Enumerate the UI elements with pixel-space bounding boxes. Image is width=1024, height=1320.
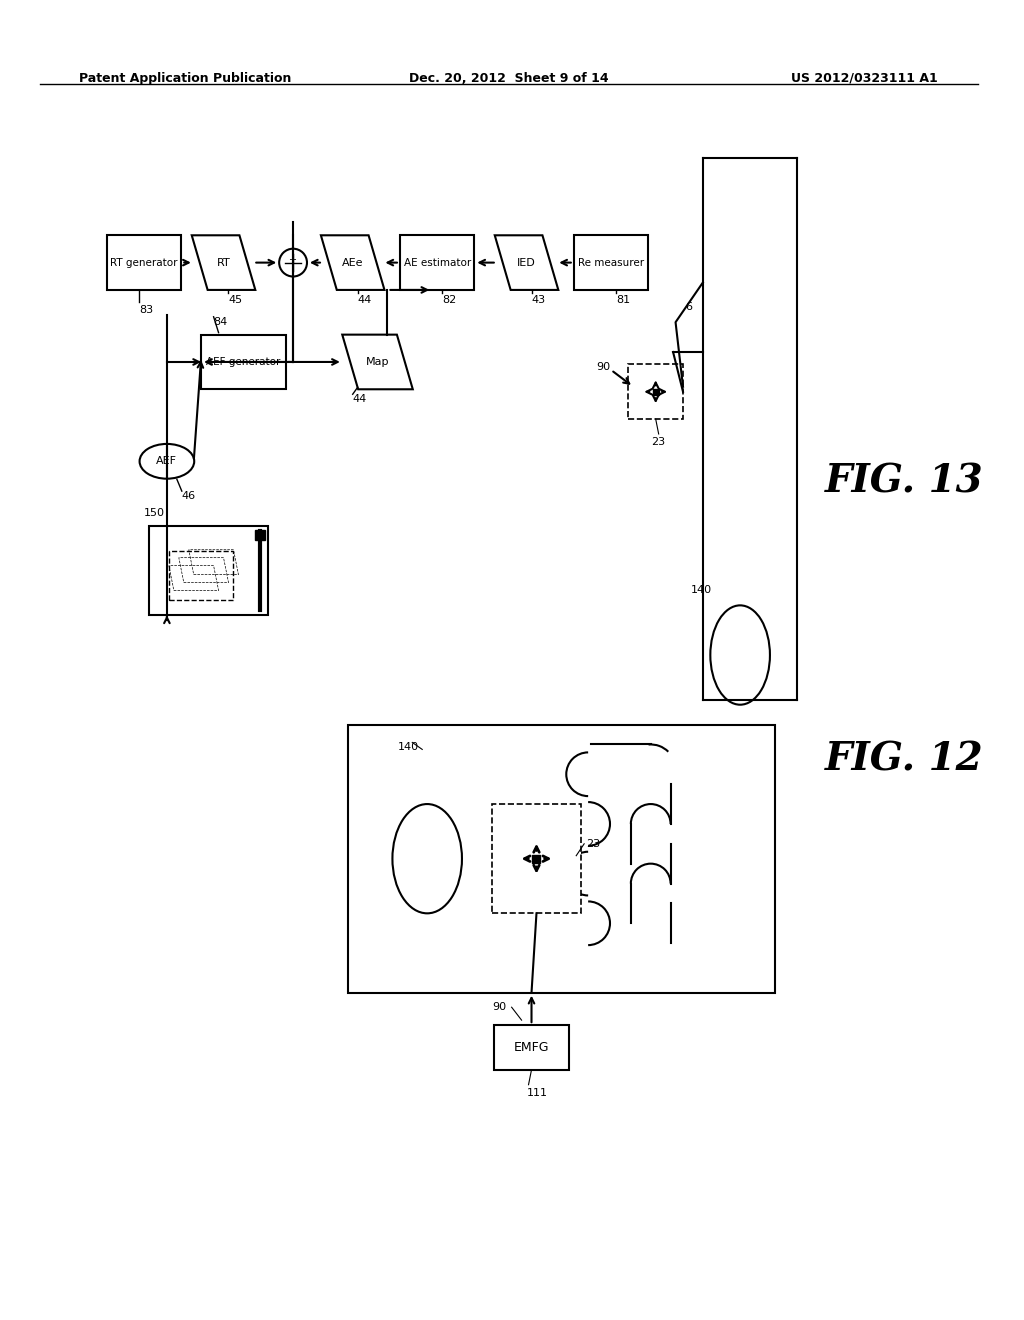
Text: 111: 111	[526, 1088, 548, 1098]
Text: 46: 46	[182, 491, 196, 502]
Text: EMFG: EMFG	[514, 1041, 549, 1053]
Text: 90: 90	[596, 362, 610, 372]
Ellipse shape	[392, 804, 462, 913]
Text: RT: RT	[217, 257, 230, 268]
Text: 43: 43	[531, 294, 546, 305]
Text: IED: IED	[517, 257, 536, 268]
Text: AEe: AEe	[342, 257, 364, 268]
Ellipse shape	[139, 444, 195, 479]
Text: Dec. 20, 2012  Sheet 9 of 14: Dec. 20, 2012 Sheet 9 of 14	[409, 71, 608, 84]
Text: Map: Map	[366, 356, 389, 367]
Text: AE estimator: AE estimator	[403, 257, 471, 268]
Text: 90: 90	[492, 1002, 506, 1012]
Text: 140: 140	[690, 586, 712, 595]
Text: Patent Application Publication: Patent Application Publication	[80, 71, 292, 84]
Text: 81: 81	[616, 294, 630, 305]
Bar	[169, 550, 233, 601]
Text: FIG. 13: FIG. 13	[824, 462, 983, 500]
Bar	[629, 364, 683, 418]
Polygon shape	[495, 235, 558, 290]
Polygon shape	[342, 335, 413, 389]
Text: +: +	[288, 255, 296, 265]
Text: 83: 83	[139, 305, 154, 315]
Bar	[495, 1026, 568, 1069]
Bar	[573, 235, 648, 290]
Bar	[201, 335, 286, 389]
Bar	[400, 235, 474, 290]
Text: US 2012/0323111 A1: US 2012/0323111 A1	[792, 71, 938, 84]
Text: FIG. 12: FIG. 12	[824, 741, 983, 779]
Bar	[492, 804, 582, 913]
Text: AEF: AEF	[157, 457, 177, 466]
Bar	[348, 725, 775, 993]
Polygon shape	[191, 235, 255, 290]
Text: 45: 45	[228, 294, 243, 305]
Text: 6: 6	[685, 302, 692, 313]
Bar	[255, 529, 265, 540]
Text: AEF generator: AEF generator	[206, 356, 281, 367]
Text: 23: 23	[650, 437, 665, 447]
Text: 23: 23	[586, 838, 600, 849]
Text: 84: 84	[214, 317, 228, 327]
Bar	[150, 525, 268, 615]
Text: 44: 44	[357, 294, 372, 305]
Text: 140: 140	[397, 742, 419, 752]
Polygon shape	[321, 235, 384, 290]
Text: Re measurer: Re measurer	[578, 257, 644, 268]
Text: 150: 150	[144, 508, 165, 517]
Text: 44: 44	[352, 395, 367, 404]
Bar	[106, 235, 181, 290]
Circle shape	[280, 248, 307, 276]
Text: 82: 82	[442, 294, 457, 305]
Text: RT generator: RT generator	[111, 257, 178, 268]
Ellipse shape	[711, 606, 770, 705]
